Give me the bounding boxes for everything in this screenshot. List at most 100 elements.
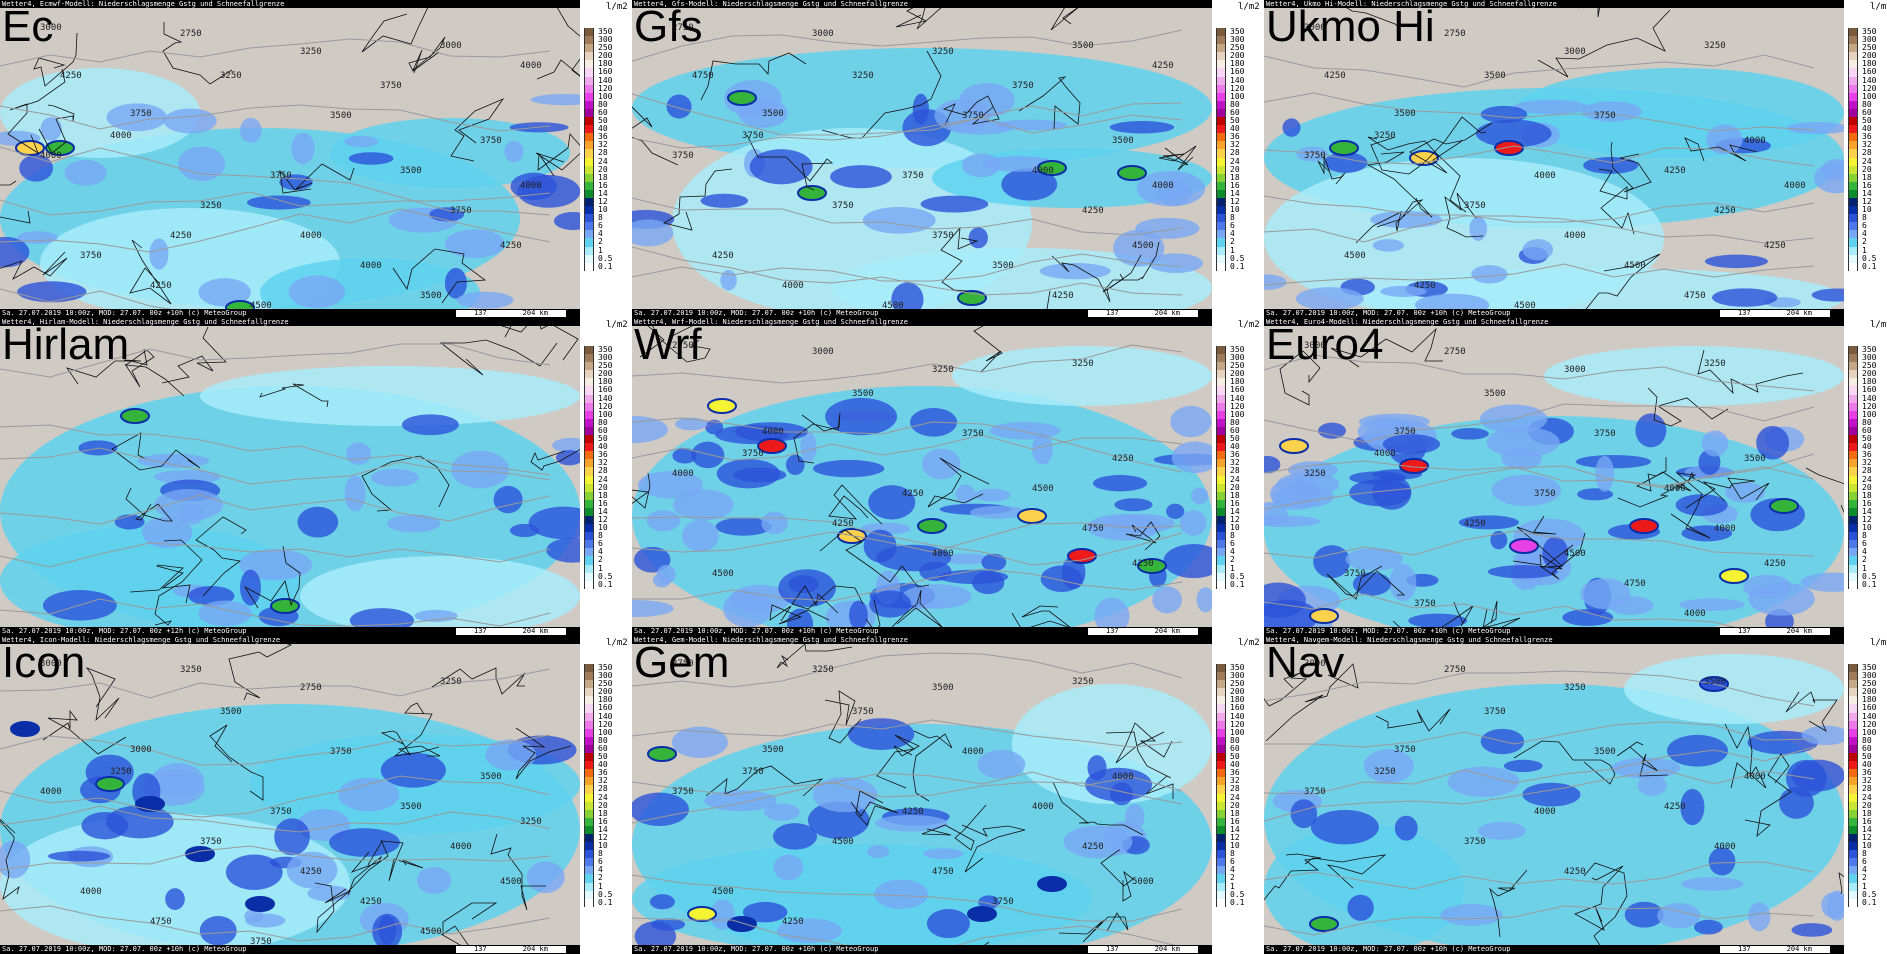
country-border xyxy=(66,348,148,385)
contour-label: 4000 xyxy=(40,787,62,797)
legend-label: 4 xyxy=(1230,229,1235,239)
legend-label: 8 xyxy=(1230,531,1235,541)
country-border xyxy=(1279,350,1321,406)
legend-label: 100 xyxy=(1230,91,1245,101)
legend-label: 32 xyxy=(1230,140,1240,150)
legend-swatch xyxy=(1216,370,1226,379)
legend-swatch xyxy=(1848,206,1858,215)
legend-label: 32 xyxy=(1230,458,1240,468)
country-border xyxy=(791,585,864,614)
map-canvas: 3000 2750 3250 3000 3250 3500 3750 4000 3750 4000… xyxy=(0,8,580,310)
precip-area-medium xyxy=(307,885,351,902)
legend-label: 16 xyxy=(1862,498,1872,508)
precip-area-medium xyxy=(1522,239,1554,261)
contour-label: 3000 xyxy=(1564,365,1586,375)
contour-label: 3500 xyxy=(1484,389,1506,399)
legend-label: 24 xyxy=(1862,792,1872,802)
legend-swatch xyxy=(1848,874,1858,883)
legend-label: 140 xyxy=(1230,393,1245,403)
snowline-contour xyxy=(1264,670,1815,707)
legend-swatch xyxy=(1216,435,1226,444)
precip-area-medium xyxy=(178,146,226,182)
model-panel-gfs: Wetter4, Gfs-Modell: Niederschlagsmenge … xyxy=(632,0,1264,318)
contour-label: 3750 xyxy=(1012,81,1034,91)
legend-swatch xyxy=(584,189,594,198)
precip-core xyxy=(1399,458,1429,474)
contour-label: 3750 xyxy=(742,767,764,777)
legend-label: 10 xyxy=(598,841,608,851)
contour-label: 3500 xyxy=(400,802,422,812)
legend-label: 2 xyxy=(1230,873,1235,883)
precip-area-medium xyxy=(1791,923,1833,937)
legend-label: 40 xyxy=(1862,442,1872,452)
contour-label: 2750 xyxy=(672,659,694,669)
legend-swatch xyxy=(584,60,594,69)
legend-label: 1 xyxy=(1862,563,1867,573)
legend-swatch xyxy=(1216,36,1226,45)
contour-label: 4000 xyxy=(1744,136,1766,146)
precip-area-medium xyxy=(1414,293,1490,310)
precip-area-medium xyxy=(981,553,1007,572)
legend-label: 2 xyxy=(1862,237,1867,247)
legend-swatch xyxy=(1216,262,1226,271)
precip-area-medium xyxy=(344,475,366,512)
legend-label: 14 xyxy=(1230,824,1240,834)
model-panel-icon: Wetter4, Icon-Modell: Niederschlagsmenge… xyxy=(0,636,632,954)
country-border xyxy=(746,134,834,191)
run-info-footer: Sa. 27.07.2019 10:00z, MOD: 27.07. 00z +… xyxy=(1264,627,1846,636)
contour-label: 3250 xyxy=(110,767,132,777)
legend-swatch xyxy=(584,108,594,118)
legend-swatch xyxy=(1848,882,1858,891)
snowline-contour xyxy=(0,598,551,627)
contour-label: 4250 xyxy=(1414,281,1436,291)
contour-label: 4500 xyxy=(1344,251,1366,261)
legend-label: 18 xyxy=(1862,172,1872,182)
precip-core xyxy=(1137,558,1167,574)
precip-area-medium xyxy=(1490,530,1508,550)
precip-area-medium xyxy=(825,397,898,436)
legend-swatch xyxy=(584,28,594,37)
precip-area-light xyxy=(200,366,580,426)
run-info-footer: Sa. 27.07.2019 10:00z, MOD: 27.07. 00z +… xyxy=(632,627,1214,636)
legend-swatch xyxy=(584,165,594,174)
country-border xyxy=(700,52,807,101)
country-border xyxy=(1785,691,1838,732)
legend-swatch xyxy=(584,370,594,379)
precip-area-medium xyxy=(239,549,313,581)
precip-area-medium xyxy=(1190,487,1209,505)
legend-swatch xyxy=(1216,214,1226,223)
snowline-contour xyxy=(632,197,1183,236)
precip-area-medium xyxy=(1681,877,1744,891)
snowline-contour xyxy=(632,516,1183,566)
precip-area-medium xyxy=(246,195,311,210)
legend-label: 250 xyxy=(598,679,613,689)
legend-swatch xyxy=(584,882,594,891)
country-border xyxy=(1409,122,1493,174)
legend-swatch xyxy=(584,68,594,77)
legend-label: 250 xyxy=(598,43,613,53)
contour-label: 4500 xyxy=(250,301,272,310)
legend-swatch xyxy=(584,491,594,500)
precip-area-medium xyxy=(1324,152,1368,173)
contour-label: 2750 xyxy=(1444,665,1466,675)
contour-label: 4250 xyxy=(1664,166,1686,176)
legend-label: 12 xyxy=(1862,196,1872,206)
legend-swatch xyxy=(1216,580,1226,589)
run-info-footer: Sa. 27.07.2019 10:00z, MOD: 27.07. 00z +… xyxy=(632,945,1214,954)
precip-core xyxy=(1494,140,1524,156)
scale-label: 137 xyxy=(1738,945,1751,953)
country-border xyxy=(973,326,1003,373)
legend-label: 120 xyxy=(598,719,613,729)
legend-label: 40 xyxy=(598,760,608,770)
precip-core xyxy=(95,776,125,792)
precip-area-medium xyxy=(1705,254,1768,269)
legend-swatch xyxy=(584,556,594,565)
legend-label: 32 xyxy=(598,140,608,150)
country-border xyxy=(1578,8,1600,18)
legend-swatch xyxy=(1848,688,1858,697)
legend-swatch xyxy=(1848,44,1858,53)
precip-area-medium xyxy=(1801,725,1844,746)
precip-area-medium xyxy=(1295,287,1364,310)
legend-swatch xyxy=(584,76,594,85)
snowline-contour xyxy=(0,494,551,525)
